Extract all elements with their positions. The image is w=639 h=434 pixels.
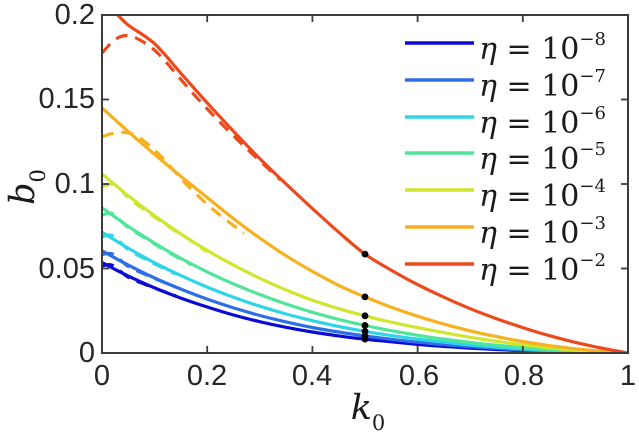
marker-dot — [361, 327, 369, 335]
marker-dot — [361, 293, 369, 301]
legend-swatches-group — [405, 41, 474, 266]
y-tick-label-0.2: 0.2 — [54, 0, 95, 31]
y-tick-label-0.15: 0.15 — [38, 83, 95, 115]
legend-item-eta-1e-3: η = 10−3 — [479, 213, 606, 251]
legend-item-eta-1e-7: η = 10−7 — [479, 66, 606, 104]
curve-eta=1e-5-dashed — [101, 211, 193, 267]
x-tick-label-0.6: 0.6 — [398, 360, 440, 392]
markers-group — [361, 250, 369, 343]
x-tick-label-0.4: 0.4 — [291, 360, 333, 392]
y-tick-label-0.05: 0.05 — [38, 253, 95, 285]
x-tick-label-1: 1 — [619, 360, 637, 392]
marker-dot — [361, 250, 369, 258]
marker-dot — [361, 312, 369, 320]
x-tick-label-0.8: 0.8 — [503, 360, 545, 392]
legend-item-eta-1e-5: η = 10−5 — [479, 139, 606, 177]
curve-eta=1e-8-dashed — [101, 262, 177, 298]
y-axis-label: b0 — [3, 169, 51, 205]
curve-eta=1e-7-dashed — [101, 251, 177, 289]
legend-item-eta-1e-4: η = 10−4 — [479, 176, 606, 214]
legend-item-eta-1e-8: η = 10−8 — [479, 29, 606, 67]
y-tick-label-0: 0 — [78, 337, 95, 369]
curve-eta=1e-2-dashed — [101, 33, 282, 182]
y-tick-label-0.1: 0.1 — [54, 168, 95, 200]
curve-eta=1e-3-dashed — [101, 130, 245, 235]
x-tick-label-0.2: 0.2 — [186, 360, 228, 392]
x-axis-label: k0 — [350, 388, 386, 434]
curve-eta=1e-6-dashed — [101, 233, 177, 276]
legend-item-eta-1e-2: η = 10−2 — [479, 250, 606, 288]
legend-item-eta-1e-6: η = 10−6 — [479, 103, 606, 141]
marker-dot — [361, 322, 369, 329]
curve-eta=1e-4-dashed — [101, 182, 209, 254]
x-tick-label-0: 0 — [93, 360, 111, 392]
axes-group — [101, 14, 629, 354]
